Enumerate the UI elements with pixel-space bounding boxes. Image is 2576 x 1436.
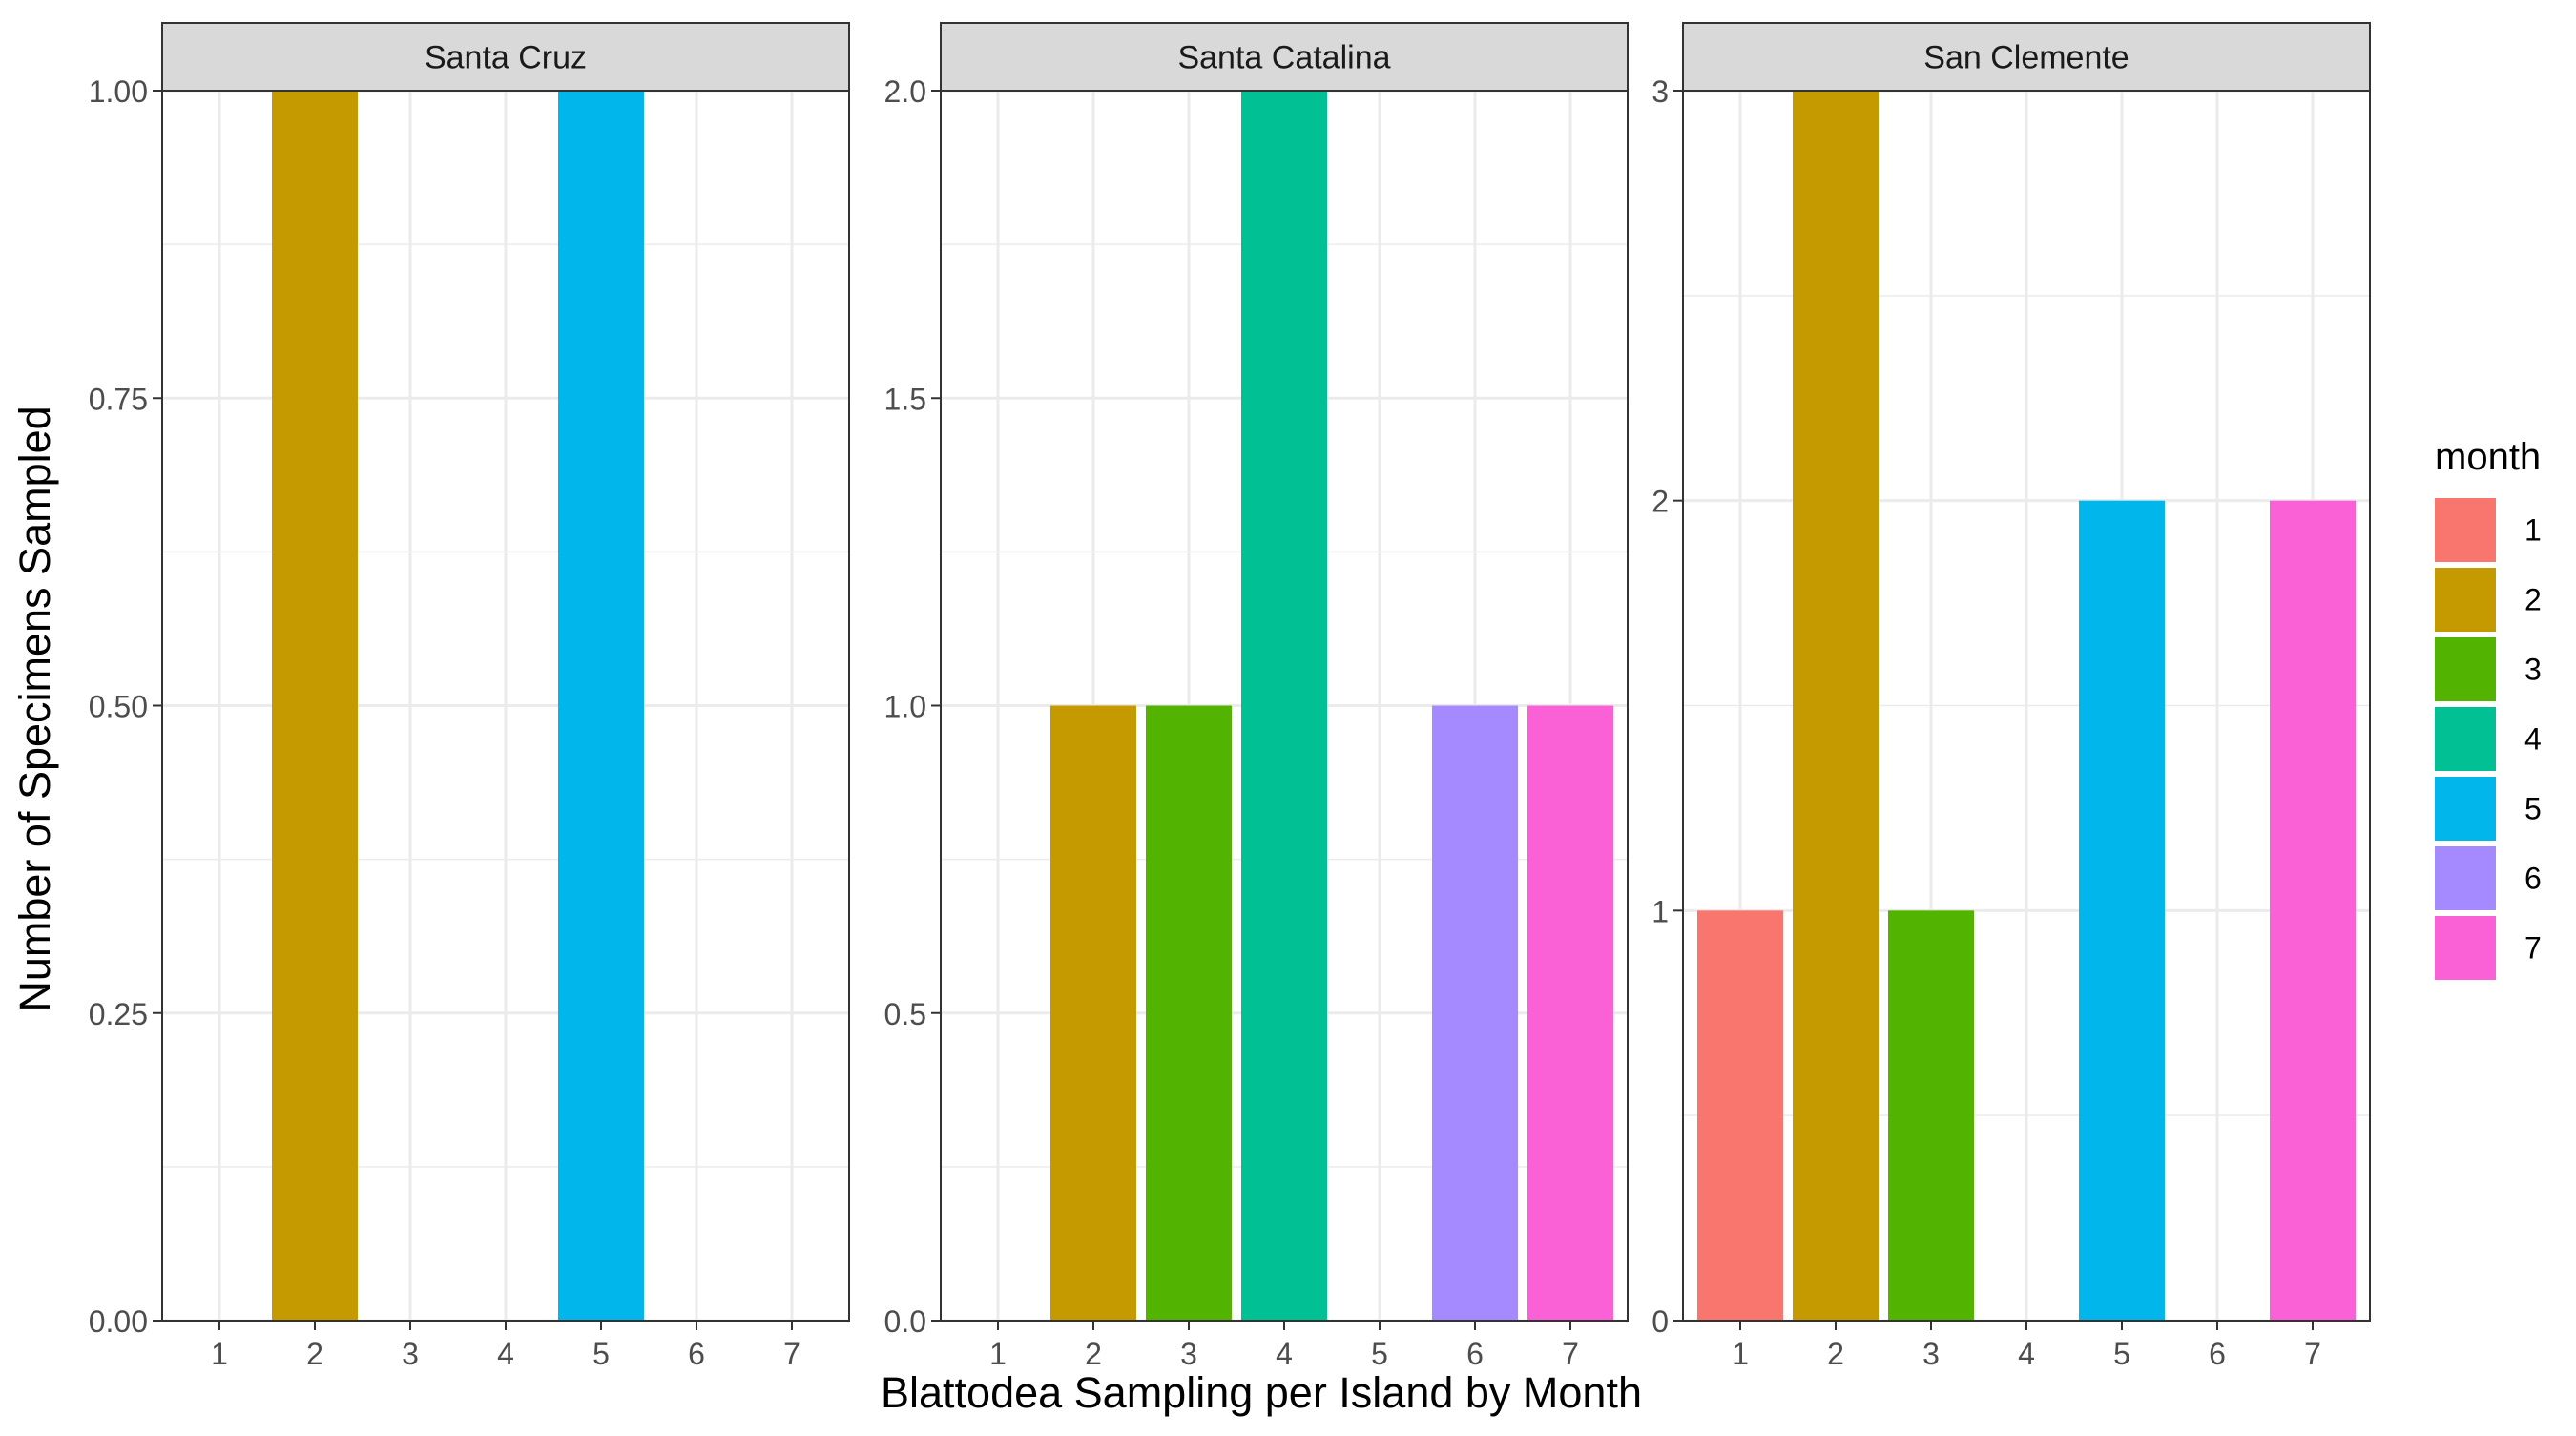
facet-strip — [161, 22, 850, 92]
x-tick-label: 6 — [1466, 1337, 1484, 1371]
legend-swatch — [2435, 498, 2496, 562]
legend-title: month — [2435, 436, 2541, 478]
y-tick-label: 1.0 — [884, 690, 926, 724]
legend-swatch — [2435, 777, 2496, 841]
facet-panel: 0 1 2 3 1 2 3 4 5 6 7 San Clemente — [1652, 22, 2371, 1371]
y-tick-label: 0.5 — [884, 997, 926, 1031]
y-tick-label: 2.0 — [884, 74, 926, 109]
bar-month-2 — [272, 91, 358, 1321]
x-tick-label: 7 — [783, 1337, 800, 1371]
x-tick-label: 1 — [1732, 1337, 1749, 1371]
x-axis-label: Blattodea Sampling per Island by Month — [881, 1368, 1642, 1417]
legend-label: 5 — [2524, 792, 2542, 826]
x-tick-label: 2 — [306, 1337, 323, 1371]
bar-month-5 — [2079, 500, 2165, 1321]
y-tick-label: 1.00 — [89, 74, 148, 109]
bar-month-1 — [1697, 910, 1783, 1321]
legend-item: 6 — [2435, 846, 2542, 910]
bar-month-2 — [1793, 91, 1879, 1321]
facet-title: Santa Cruz — [425, 40, 587, 76]
y-tick-label: 0.50 — [89, 690, 148, 724]
legend-swatch — [2435, 846, 2496, 910]
x-tick-label: 4 — [2018, 1337, 2035, 1371]
facet-title: San Clemente — [1923, 40, 2129, 76]
bar-month-3 — [1888, 910, 1974, 1321]
legend-label: 4 — [2524, 722, 2542, 757]
x-tick-label: 3 — [402, 1337, 419, 1371]
legend-label: 3 — [2524, 653, 2542, 687]
facet-title: Santa Catalina — [1177, 40, 1390, 76]
legend-item: 7 — [2435, 916, 2542, 980]
bar-month-2 — [1050, 705, 1136, 1321]
x-tick-label: 6 — [688, 1337, 705, 1371]
legend-item: 1 — [2435, 498, 2542, 562]
legend-swatch — [2435, 637, 2496, 701]
legend-label: 7 — [2524, 931, 2542, 966]
legend-swatch — [2435, 707, 2496, 771]
bar-month-7 — [2270, 500, 2356, 1321]
y-tick-label: 2 — [1652, 485, 1669, 519]
y-axis-label: Number of Specimens Sampled — [10, 406, 59, 1011]
legend-item: 3 — [2435, 637, 2542, 701]
legend-label: 2 — [2524, 583, 2542, 617]
x-tick-label: 4 — [1276, 1337, 1293, 1371]
x-tick-label: 4 — [497, 1337, 514, 1371]
y-tick-label: 0.25 — [89, 997, 148, 1031]
y-tick-label: 1.5 — [884, 382, 926, 416]
x-tick-label: 2 — [1085, 1337, 1102, 1371]
x-tick-label: 3 — [1922, 1337, 1940, 1371]
y-tick-label: 3 — [1652, 74, 1669, 109]
y-tick-label: 0 — [1652, 1304, 1669, 1339]
bar-month-4 — [1241, 91, 1327, 1321]
legend-item: 2 — [2435, 568, 2542, 632]
bar-month-7 — [1527, 705, 1613, 1321]
facet-panel: 0.00 0.25 0.50 0.75 1.00 1 2 3 4 5 6 7 Santa Cruz — [89, 22, 850, 1371]
legend-label: 1 — [2524, 513, 2542, 548]
x-tick-label: 7 — [1562, 1337, 1579, 1371]
x-tick-label: 1 — [989, 1337, 1007, 1371]
bar-month-5 — [558, 91, 644, 1321]
x-tick-label: 5 — [592, 1337, 610, 1371]
x-tick-label: 2 — [1827, 1337, 1844, 1371]
facet-panel: 0.0 0.5 1.0 1.5 2.0 1 2 3 4 5 6 7 Santa Catalina — [884, 22, 1629, 1371]
x-tick-label: 6 — [2209, 1337, 2226, 1371]
legend-item: 4 — [2435, 707, 2542, 771]
bar-month-3 — [1146, 705, 1232, 1321]
x-tick-label: 5 — [2113, 1337, 2130, 1371]
bar-month-6 — [1432, 705, 1518, 1321]
legend-label: 6 — [2524, 862, 2542, 896]
facet-strip — [1682, 22, 2371, 92]
legend-swatch — [2435, 916, 2496, 980]
x-tick-label: 1 — [211, 1337, 228, 1371]
y-tick-label: 0.0 — [884, 1304, 926, 1339]
x-tick-label: 3 — [1180, 1337, 1197, 1371]
legend-swatch — [2435, 568, 2496, 632]
legend-item: 5 — [2435, 777, 2542, 841]
y-tick-label: 0.00 — [89, 1304, 148, 1339]
legend-items: 1 2 3 4 5 6 7 — [2435, 498, 2542, 980]
legend: month 1 2 3 4 5 6 7 — [2435, 436, 2542, 980]
y-tick-label: 0.75 — [89, 382, 148, 416]
x-tick-label: 7 — [2304, 1337, 2321, 1371]
y-tick-label: 1 — [1652, 894, 1669, 928]
facet-strip — [940, 22, 1629, 92]
x-tick-label: 5 — [1371, 1337, 1388, 1371]
